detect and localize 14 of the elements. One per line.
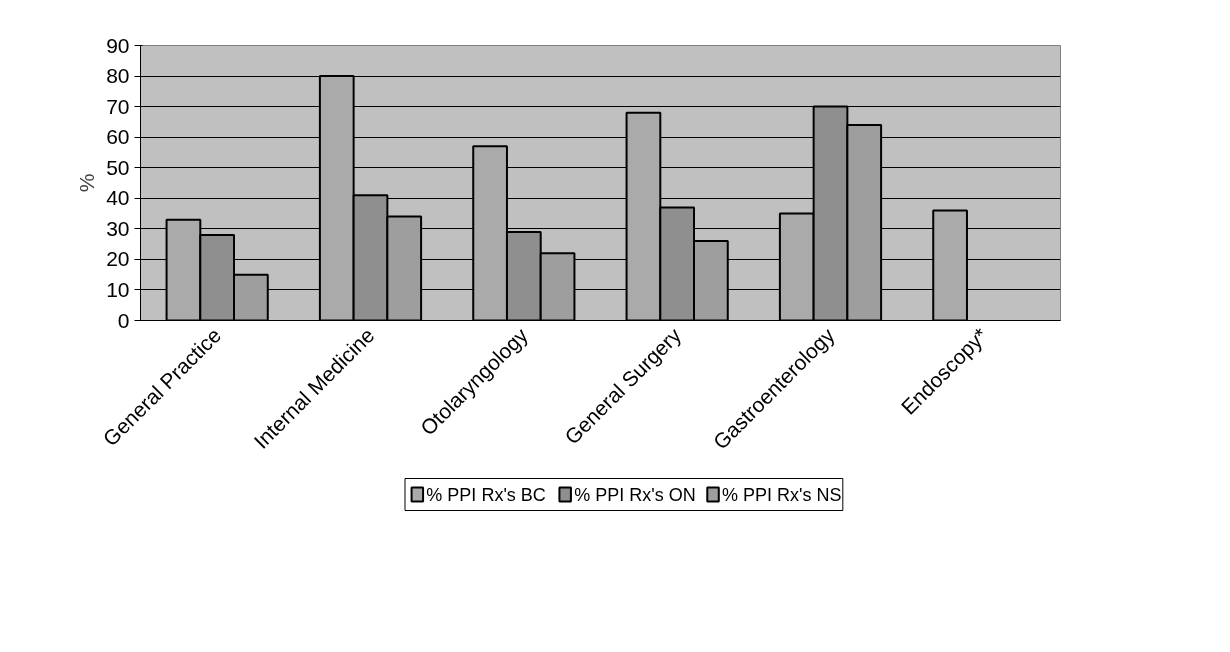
legend-label: % PPI Rx's NS bbox=[722, 484, 842, 505]
y-tick-label: 20 bbox=[106, 247, 130, 271]
legend-label: % PPI Rx's ON bbox=[574, 484, 696, 505]
y-tick-label: 40 bbox=[106, 186, 130, 210]
y-tick-label: 90 bbox=[106, 33, 130, 57]
y-tick-label: 80 bbox=[106, 64, 130, 88]
y-tick-label: 70 bbox=[106, 94, 130, 118]
y-tick-label: 50 bbox=[106, 155, 130, 179]
legend-label: % PPI Rx's BC bbox=[426, 484, 546, 505]
y-tick-label: 30 bbox=[106, 216, 130, 240]
y-axis-title: % bbox=[75, 173, 99, 193]
y-tick-label: 10 bbox=[106, 277, 130, 301]
y-tick-label: 0 bbox=[117, 308, 130, 332]
y-tick-label: 60 bbox=[106, 125, 130, 149]
